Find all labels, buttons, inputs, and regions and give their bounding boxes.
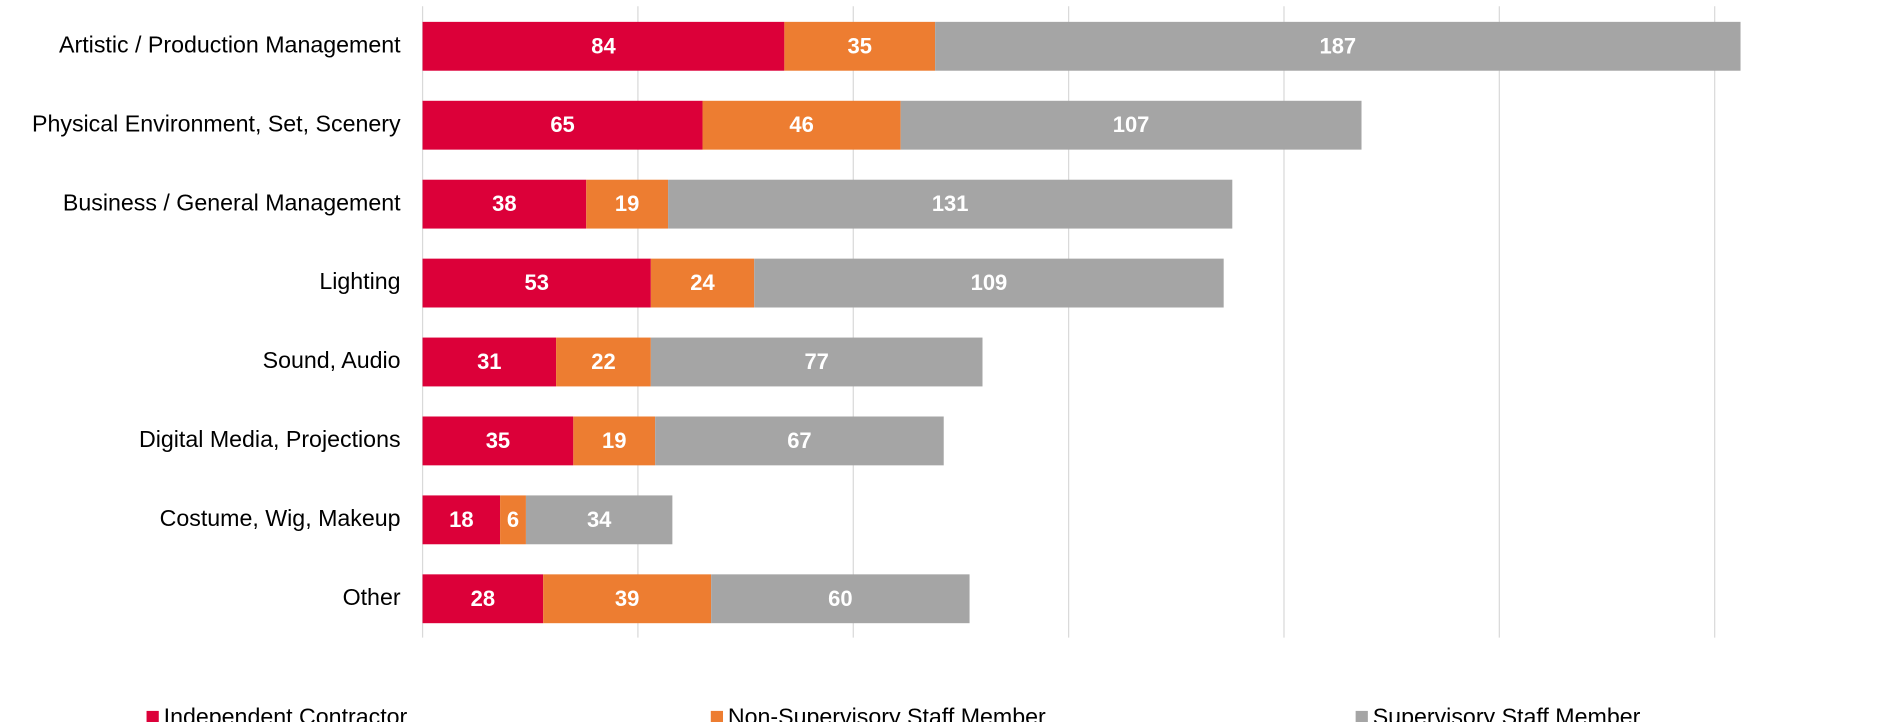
y-tick-label: Physical Environment, Set, Scenery — [32, 110, 401, 136]
bar-segment — [900, 100, 1362, 150]
data-label: 46 — [789, 112, 813, 137]
data-label: 34 — [587, 507, 612, 532]
data-label: 53 — [524, 270, 548, 295]
bar-segment — [573, 416, 656, 466]
bar-segment — [422, 179, 587, 229]
bar-segment — [422, 258, 651, 308]
data-label: 6 — [507, 507, 519, 532]
y-tick-label: Costume, Wig, Makeup — [160, 505, 401, 531]
data-label: 39 — [615, 586, 639, 611]
bar-segment — [668, 179, 1233, 229]
legend-swatch — [146, 710, 159, 724]
y-tick-label: Business / General Management — [63, 189, 401, 215]
bar-segment — [650, 337, 983, 387]
bar-segment — [935, 21, 1741, 71]
bar-segment — [655, 416, 944, 466]
data-label: 107 — [1113, 112, 1150, 137]
legend-swatch — [1355, 710, 1368, 724]
data-label: 35 — [486, 428, 510, 453]
bar-segment — [422, 574, 544, 624]
legend-label: Supervisory Staff Member — [1373, 703, 1641, 722]
bar-segment — [556, 337, 651, 387]
legend-swatch — [710, 710, 724, 724]
bar-segment — [422, 337, 557, 387]
bar-segment — [422, 100, 703, 150]
y-tick-label: Lighting — [319, 268, 400, 294]
bar-segment — [422, 416, 574, 466]
legend-label: Independent Contractor — [164, 703, 408, 722]
bar-segment — [500, 495, 526, 545]
data-label: 19 — [602, 428, 626, 453]
bar-segment — [525, 495, 673, 545]
y-tick-label: Sound, Audio — [263, 347, 401, 373]
bar-segment — [711, 574, 970, 624]
data-label: 65 — [550, 112, 574, 137]
data-label: 19 — [615, 191, 639, 216]
bar-segment — [422, 495, 501, 545]
data-label: 187 — [1319, 33, 1356, 58]
data-label: 131 — [932, 191, 969, 216]
data-label: 84 — [591, 33, 616, 58]
bar-segment — [754, 258, 1224, 308]
y-tick-label: Artistic / Production Management — [59, 31, 401, 57]
data-label: 67 — [787, 428, 811, 453]
bar-segment — [586, 179, 669, 229]
data-label: 38 — [492, 191, 516, 216]
data-label: 24 — [690, 270, 715, 295]
bar-segment — [543, 574, 712, 624]
data-label: 109 — [971, 270, 1008, 295]
bar-segment — [702, 100, 901, 150]
data-label: 28 — [471, 586, 495, 611]
y-tick-label: Other — [343, 584, 401, 610]
y-tick-label: Digital Media, Projections — [139, 426, 401, 452]
data-label: 35 — [848, 33, 872, 58]
bar-segment — [650, 258, 755, 308]
legend-label: Non-Supervisory Staff Member — [728, 703, 1046, 722]
data-label: 31 — [477, 349, 501, 374]
data-label: 18 — [449, 507, 473, 532]
bar-segment — [784, 21, 936, 71]
data-label: 77 — [804, 349, 828, 374]
data-label: 22 — [591, 349, 615, 374]
data-label: 60 — [828, 586, 852, 611]
bar-segment — [422, 21, 785, 71]
